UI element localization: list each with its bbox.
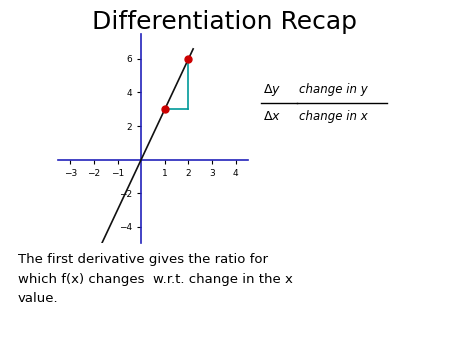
Text: $\Delta y$: $\Delta y$ (263, 81, 281, 98)
Text: Differentiation Recap: Differentiation Recap (93, 10, 357, 34)
Text: change in y: change in y (299, 83, 368, 96)
Text: change in x: change in x (299, 110, 368, 123)
Text: $\Delta x$: $\Delta x$ (263, 110, 281, 123)
Text: The first derivative gives the ratio for
which f(x) changes  w.r.t. change in th: The first derivative gives the ratio for… (18, 254, 293, 305)
